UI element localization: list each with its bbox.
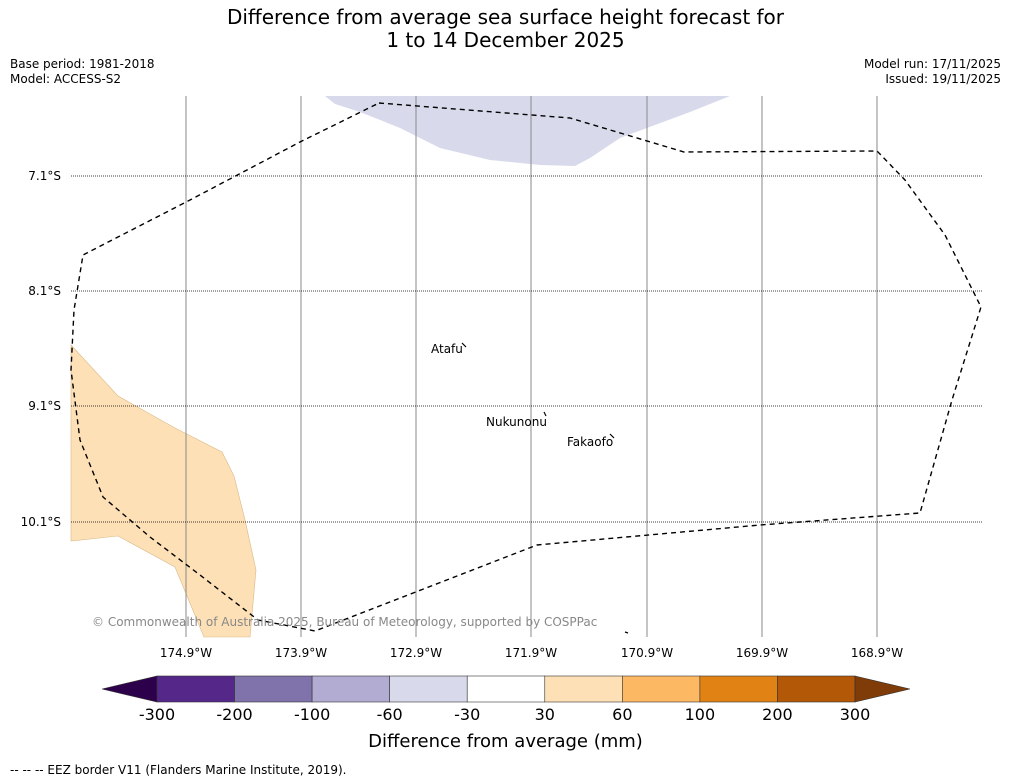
colorbar-segment	[622, 675, 701, 703]
meridian-lines	[185, 96, 878, 637]
title-line-2: 1 to 14 December 2025	[386, 28, 625, 52]
lon-label-174-9: 174.9°W	[159, 646, 213, 660]
lat-label-8-1: 8.1°S	[28, 284, 61, 298]
colorbar-extend-high	[854, 675, 911, 703]
lat-label-9-1: 9.1°S	[28, 399, 61, 413]
place-atafu: Atafu	[431, 342, 463, 356]
colorbar-segment	[466, 675, 546, 703]
meta-left: Base period: 1981-2018 Model: ACCESS-S2	[10, 57, 155, 87]
colorbar-tick-label: 200	[762, 705, 793, 724]
positive-anomaly-area	[70, 344, 257, 638]
model-name: Model: ACCESS-S2	[10, 72, 122, 86]
base-period: Base period: 1981-2018	[10, 57, 155, 71]
colorbar-segment	[234, 675, 313, 703]
colorbar-segment	[777, 675, 856, 703]
colorbar-tick-label: 100	[684, 705, 716, 724]
lon-label-169-9: 169.9°W	[735, 646, 789, 660]
title-line-1: Difference from average sea surface heig…	[226, 5, 785, 29]
colorbar-tick-label: -30	[454, 705, 481, 724]
chart-title: Difference from average sea surface heig…	[0, 6, 1011, 52]
colorbar-tick-label: -300	[138, 705, 176, 724]
atafu-island	[461, 342, 467, 348]
issued-date: Issued: 19/11/2025	[885, 72, 1001, 86]
colorbar-tick-label: 30	[534, 705, 555, 724]
colorbar-tick-label: -100	[293, 705, 331, 724]
lon-label-168-9: 168.9°W	[850, 646, 904, 660]
colorbar-segment	[311, 675, 390, 703]
place-nukunonu: Nukunonu	[486, 415, 547, 429]
swains-island-marker	[624, 631, 629, 634]
model-run: Model run: 17/11/2025	[863, 57, 1001, 71]
colorbar-tick-label: 300	[839, 705, 871, 724]
nukunonu-island	[543, 411, 547, 417]
lon-label-170-9: 170.9°W	[620, 646, 674, 660]
negative-anomaly-area	[325, 96, 730, 166]
colorbar-segment	[544, 675, 623, 703]
colorbar	[101, 675, 911, 703]
colorbar-segment	[156, 675, 235, 703]
meta-right: Model run: 17/11/2025 Issued: 19/11/2025	[864, 57, 1001, 87]
eez-legend-footer: -- -- -- EEZ border V11 (Flanders Marine…	[10, 763, 347, 777]
colorbar-segment	[699, 675, 778, 703]
colorbar-tick-label: -60	[376, 705, 403, 724]
fakaofo-island	[609, 433, 615, 439]
map-panel	[70, 96, 982, 638]
lon-label-171-9: 171.9°W	[504, 646, 558, 660]
lat-label-10-1: 10.1°S	[20, 515, 61, 529]
colorbar-extend-low	[101, 675, 158, 703]
lat-label-7-1: 7.1°S	[28, 169, 61, 183]
island-shapes	[461, 342, 629, 634]
lon-label-172-9: 172.9°W	[389, 646, 443, 660]
colorbar-label: Difference from average (mm)	[368, 731, 643, 752]
lon-label-173-9: 173.9°W	[274, 646, 328, 660]
colorbar-segment	[389, 675, 468, 703]
colorbar-tick-label: -200	[216, 705, 253, 724]
colorbar-tick-label: 60	[612, 705, 633, 724]
place-fakaofo: Fakaofo	[567, 435, 614, 449]
copyright-notice: © Commonwealth of Australia 2025, Bureau…	[92, 615, 598, 629]
